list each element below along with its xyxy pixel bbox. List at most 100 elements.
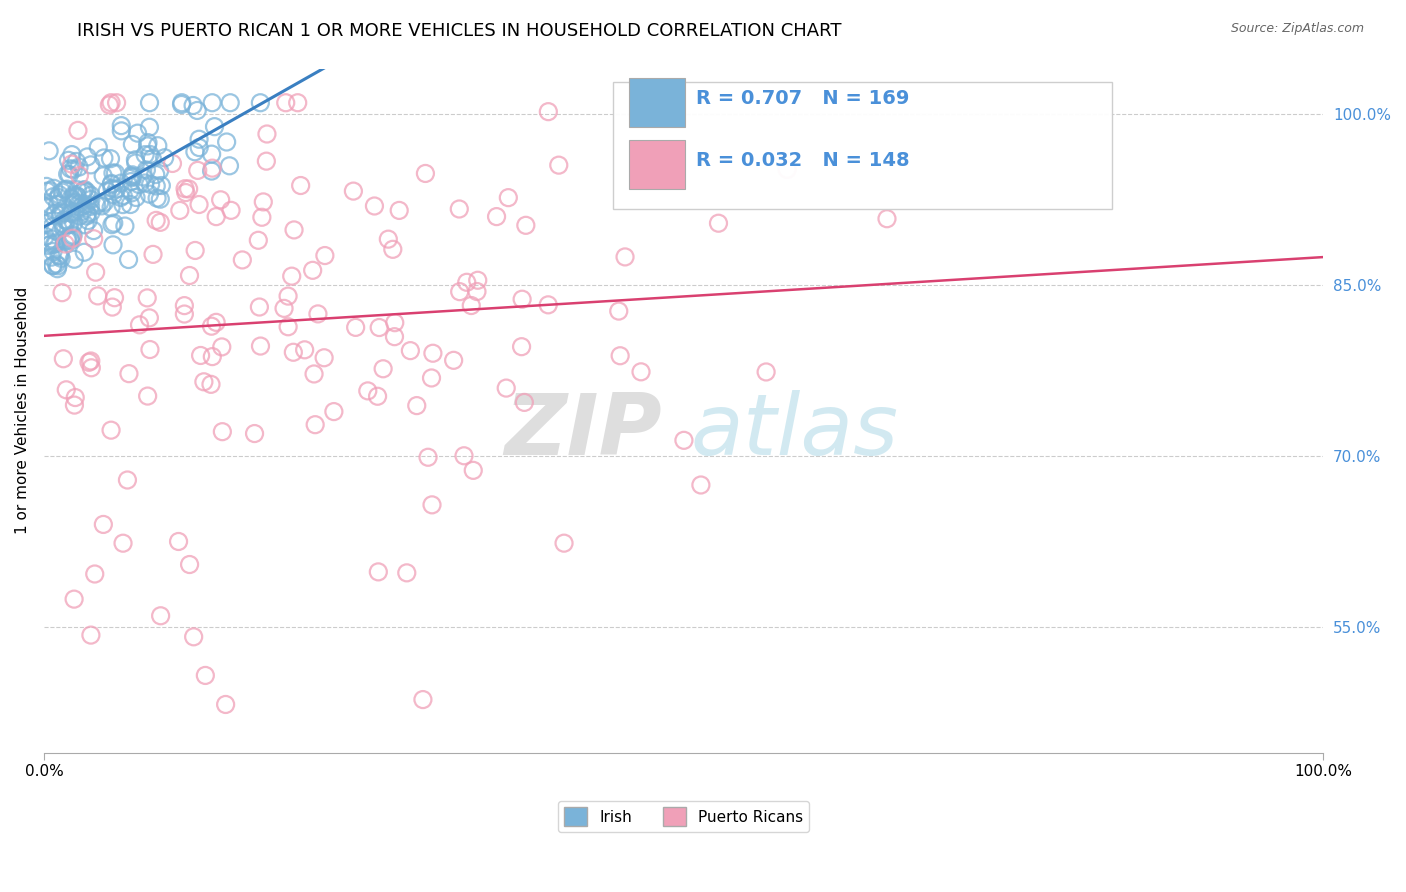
Point: [110, 124, 132, 138]
Point: [53, 219, 76, 233]
Point: [614, 250, 637, 264]
Point: [34, 199, 56, 213]
Point: [495, 381, 517, 395]
Point: [59, 161, 82, 176]
Point: [117, 473, 139, 487]
Point: [38, 144, 60, 158]
Point: [60, 157, 83, 171]
Point: [110, 190, 132, 204]
Point: [187, 163, 209, 178]
Point: [125, 156, 148, 170]
Point: [630, 365, 652, 379]
Point: [86, 198, 108, 212]
Point: [188, 132, 211, 146]
Point: [103, 187, 125, 202]
Point: [465, 285, 488, 299]
Point: [100, 423, 122, 437]
Point: [218, 159, 240, 173]
Point: [314, 351, 336, 365]
Point: [89, 195, 111, 210]
Point: [80, 158, 103, 172]
Point: [537, 104, 560, 119]
Point: [44, 237, 66, 252]
Point: [184, 145, 207, 159]
Point: [53, 237, 76, 252]
Point: [138, 310, 160, 325]
Point: [63, 189, 86, 203]
Point: [367, 389, 389, 403]
Point: [181, 98, 204, 112]
Point: [45, 236, 67, 251]
Point: [105, 182, 128, 196]
Point: [53, 212, 76, 227]
Point: [138, 120, 160, 135]
Point: [38, 198, 60, 212]
Text: IRISH VS PUERTO RICAN 1 OR MORE VEHICLES IN HOUSEHOLD CORRELATION CHART: IRISH VS PUERTO RICAN 1 OR MORE VEHICLES…: [77, 22, 842, 40]
Point: [249, 95, 271, 110]
Point: [672, 434, 695, 448]
Point: [41, 232, 63, 246]
Point: [103, 216, 125, 230]
Point: [42, 259, 65, 273]
Text: Source: ZipAtlas.com: Source: ZipAtlas.com: [1230, 22, 1364, 36]
Point: [201, 164, 224, 178]
Point: [149, 192, 172, 206]
Point: [87, 140, 110, 154]
Point: [73, 184, 96, 198]
Text: R = 0.032   N = 148: R = 0.032 N = 148: [696, 151, 910, 169]
Point: [117, 252, 139, 267]
Point: [405, 399, 427, 413]
Point: [51, 252, 73, 266]
Point: [93, 517, 115, 532]
Point: [60, 147, 83, 161]
Point: [381, 243, 404, 257]
Point: [256, 127, 278, 141]
Point: [510, 340, 533, 354]
Point: [314, 248, 336, 262]
Point: [190, 349, 212, 363]
Point: [153, 151, 176, 165]
Point: [384, 329, 406, 343]
Point: [755, 365, 778, 379]
Point: [101, 166, 124, 180]
Point: [80, 354, 103, 368]
Point: [177, 182, 200, 196]
Point: [633, 169, 655, 184]
Point: [273, 301, 295, 316]
Point: [460, 299, 482, 313]
Point: [83, 232, 105, 246]
Point: [146, 191, 169, 205]
Point: [363, 199, 385, 213]
Point: [231, 252, 253, 267]
Point: [170, 95, 193, 110]
Point: [67, 160, 90, 174]
Point: [49, 208, 72, 222]
Point: [60, 206, 83, 220]
Point: [62, 187, 84, 202]
Point: [90, 199, 112, 213]
Point: [395, 566, 418, 580]
Point: [145, 213, 167, 227]
Point: [138, 95, 160, 110]
Point: [607, 304, 630, 318]
Point: [60, 191, 83, 205]
Point: [34, 229, 56, 244]
Point: [35, 184, 58, 198]
Point: [37, 238, 59, 252]
Point: [290, 178, 312, 193]
Point: [149, 608, 172, 623]
FancyBboxPatch shape: [613, 82, 1112, 209]
Point: [456, 275, 478, 289]
Point: [631, 158, 654, 172]
Point: [93, 151, 115, 165]
Point: [150, 178, 173, 193]
Point: [134, 147, 156, 161]
Point: [416, 450, 439, 465]
Point: [377, 232, 399, 246]
Point: [247, 233, 270, 247]
Point: [46, 261, 69, 276]
Point: [100, 152, 122, 166]
Point: [184, 244, 207, 258]
Point: [149, 215, 172, 229]
Point: [183, 630, 205, 644]
